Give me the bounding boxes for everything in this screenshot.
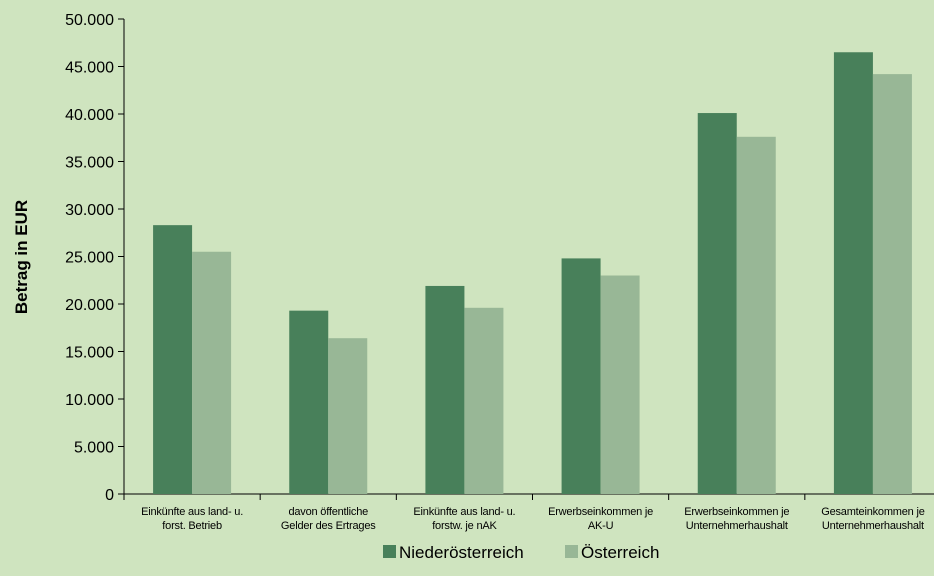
bar — [872, 74, 912, 494]
x-tick-label: Unternehmerhaushalt — [822, 520, 924, 532]
y-tick-label: 45.000 — [65, 60, 114, 77]
y-axis-label: Betrag in EUR — [12, 200, 31, 314]
legend-label: Österreich — [581, 543, 659, 562]
y-tick-label: 25.000 — [65, 250, 114, 267]
bar — [600, 275, 640, 494]
bar — [833, 52, 873, 494]
y-tick-label: 30.000 — [65, 202, 114, 219]
y-tick-label: 50.000 — [65, 12, 114, 29]
x-tick-label: forstw. je nAK — [432, 520, 497, 532]
legend-swatch — [383, 545, 396, 558]
y-tick-label: 10.000 — [65, 392, 114, 409]
bar — [464, 307, 504, 494]
bar — [425, 285, 465, 494]
x-tick-label: Erwerbseinkommen je — [684, 506, 789, 518]
plot-area: 0 5.000 10.000 15.000 20.000 25.000 30.000 35.0… — [65, 12, 934, 562]
bar — [153, 225, 193, 494]
y-tick-label: 5.000 — [74, 440, 114, 457]
bar — [328, 338, 368, 494]
bar — [736, 136, 776, 495]
legend-label: Niederösterreich — [399, 543, 524, 562]
x-tick-label: forst. Betrieb — [162, 520, 222, 532]
y-tick-label: 35.000 — [65, 155, 114, 172]
y-tick-label: 40.000 — [65, 107, 114, 124]
legend-swatch — [565, 545, 578, 558]
x-tick-label: Unternehmerhaushalt — [686, 520, 788, 532]
x-tick-label: Gelder des Ertrages — [281, 520, 376, 532]
x-tick-label: davon öffentliche — [288, 506, 368, 518]
bar — [697, 113, 737, 495]
x-tick-label: Einkünfte aus land- u. — [141, 506, 243, 518]
y-tick-label: 20.000 — [65, 297, 114, 314]
x-tick-label: Einkünfte aus land- u. — [413, 506, 515, 518]
x-tick-label: AK-U — [588, 520, 614, 532]
bar — [561, 258, 601, 494]
bar — [289, 310, 329, 494]
x-tick-label: Erwerbseinkommen je — [548, 506, 653, 518]
y-tick-label: 0 — [105, 487, 114, 504]
bar — [192, 251, 232, 494]
x-tick-label: Gesamteinkommen je — [821, 506, 924, 518]
y-tick-label: 15.000 — [65, 345, 114, 362]
